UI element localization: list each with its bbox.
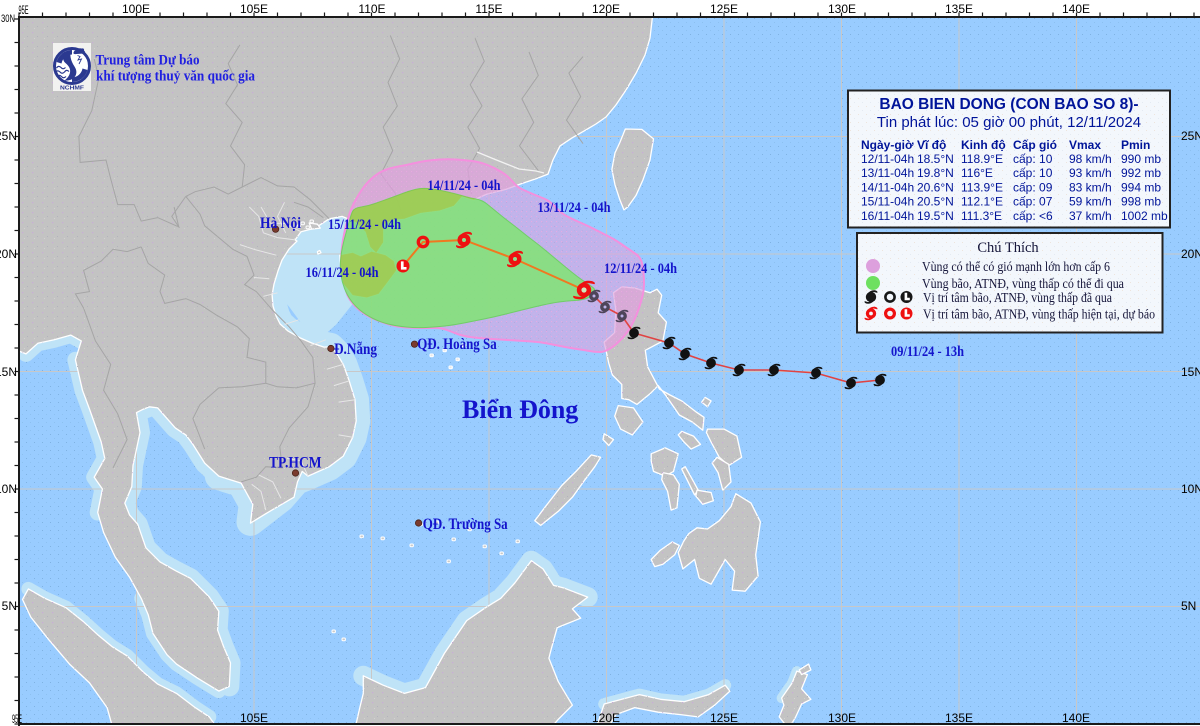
svg-text:140E: 140E bbox=[1062, 711, 1090, 725]
svg-text:20N: 20N bbox=[0, 247, 17, 261]
svg-text:10N: 10N bbox=[1181, 482, 1200, 496]
svg-text:TP.HCM: TP.HCM bbox=[269, 455, 322, 472]
svg-text:Biển Đông: Biển Đông bbox=[462, 395, 578, 424]
svg-text:93 km/h: 93 km/h bbox=[1069, 166, 1112, 180]
svg-text:95E: 95E bbox=[19, 3, 29, 17]
svg-text:130E: 130E bbox=[828, 711, 856, 725]
svg-text:5N: 5N bbox=[1181, 599, 1196, 613]
svg-text:Kinh độ: Kinh độ bbox=[961, 138, 1006, 152]
svg-text:105E: 105E bbox=[240, 2, 268, 16]
svg-text:990 mb: 990 mb bbox=[1121, 152, 1161, 166]
svg-text:30N: 30N bbox=[1, 13, 15, 25]
svg-text:16/11-04h: 16/11-04h bbox=[861, 209, 914, 223]
svg-text:cấp: 10: cấp: 10 bbox=[1013, 166, 1053, 180]
svg-text:Chú Thích: Chú Thích bbox=[977, 240, 1039, 256]
svg-text:992 mb: 992 mb bbox=[1121, 166, 1161, 180]
svg-text:cấp: 10: cấp: 10 bbox=[1013, 152, 1053, 166]
svg-text:Vùng bão, ATNĐ, vùng thấp có t: Vùng bão, ATNĐ, vùng thấp có thể đi qua bbox=[922, 277, 1125, 292]
svg-text:Vĩ độ: Vĩ độ bbox=[917, 138, 946, 152]
svg-text:125E: 125E bbox=[710, 2, 738, 16]
svg-text:125E: 125E bbox=[710, 711, 738, 725]
svg-text:Vùng có thể có gió mạnh lớn hơ: Vùng có thể có gió mạnh lớn hơn cấp 6 bbox=[922, 260, 1110, 275]
svg-text:130E: 130E bbox=[828, 2, 856, 16]
svg-text:19.8°N: 19.8°N bbox=[917, 166, 954, 180]
svg-text:998 mb: 998 mb bbox=[1121, 195, 1161, 209]
svg-text:13/11-04h: 13/11-04h bbox=[861, 166, 914, 180]
svg-text:Tin phát lúc: 05 giờ 00 phút,: Tin phát lúc: 05 giờ 00 phút, 12/11/2024 bbox=[877, 114, 1141, 131]
svg-text:135E: 135E bbox=[945, 2, 973, 16]
svg-text:20N: 20N bbox=[1181, 247, 1200, 261]
svg-text:116°E: 116°E bbox=[961, 166, 993, 180]
svg-text:135E: 135E bbox=[945, 711, 973, 725]
svg-text:105E: 105E bbox=[240, 711, 268, 725]
svg-text:20.5°N: 20.5°N bbox=[917, 195, 954, 209]
svg-text:cấp: <6: cấp: <6 bbox=[1013, 209, 1053, 223]
svg-text:37 km/h: 37 km/h bbox=[1069, 209, 1112, 223]
svg-text:QĐ. Hoàng Sa: QĐ. Hoàng Sa bbox=[417, 336, 497, 353]
svg-text:18.5°N: 18.5°N bbox=[917, 152, 954, 166]
svg-text:NCHMF: NCHMF bbox=[60, 86, 85, 92]
svg-text:cấp: 07: cấp: 07 bbox=[1013, 195, 1053, 209]
svg-text:110E: 110E bbox=[358, 2, 385, 16]
svg-text:Trung tâm Dự báo: Trung tâm Dự báo bbox=[96, 53, 200, 69]
svg-text:Vị trí tâm bão, ATNĐ, vùng thấ: Vị trí tâm bão, ATNĐ, vùng thấp hiện tại… bbox=[923, 307, 1155, 322]
svg-text:16/11/24 - 04h: 16/11/24 - 04h bbox=[306, 265, 380, 281]
svg-text:Vmax: Vmax bbox=[1069, 138, 1101, 152]
svg-text:25N: 25N bbox=[0, 129, 17, 143]
svg-text:14/11-04h: 14/11-04h bbox=[861, 180, 914, 194]
svg-text:cấp: 09: cấp: 09 bbox=[1013, 180, 1053, 194]
svg-text:115E: 115E bbox=[475, 2, 502, 16]
svg-text:14/11/24 - 04h: 14/11/24 - 04h bbox=[428, 178, 502, 194]
svg-text:Vị trí tâm bão, ATNĐ, vùng thấ: Vị trí tâm bão, ATNĐ, vùng thấp đã qua bbox=[923, 290, 1112, 305]
svg-text:15N: 15N bbox=[1181, 365, 1200, 379]
svg-text:83 km/h: 83 km/h bbox=[1069, 180, 1112, 194]
svg-text:09/11/24 - 13h: 09/11/24 - 13h bbox=[891, 344, 965, 360]
svg-text:994 mb: 994 mb bbox=[1121, 180, 1161, 194]
svg-text:Pmin: Pmin bbox=[1121, 138, 1150, 152]
svg-text:15/11/24 - 04h: 15/11/24 - 04h bbox=[328, 217, 402, 233]
svg-text:112.1°E: 112.1°E bbox=[961, 195, 1003, 209]
svg-text:20.6°N: 20.6°N bbox=[917, 180, 954, 194]
svg-text:140E: 140E bbox=[1062, 2, 1090, 16]
svg-text:118.9°E: 118.9°E bbox=[961, 152, 1003, 166]
svg-text:12/11-04h: 12/11-04h bbox=[861, 152, 914, 166]
svg-text:98 km/h: 98 km/h bbox=[1069, 152, 1112, 166]
svg-text:13/11/24 - 04h: 13/11/24 - 04h bbox=[538, 200, 612, 216]
svg-text:Cấp gió: Cấp gió bbox=[1013, 138, 1057, 152]
svg-text:Hà Nội: Hà Nội bbox=[260, 215, 302, 232]
svg-text:120E: 120E bbox=[592, 2, 620, 16]
svg-text:12/11/24 - 04h: 12/11/24 - 04h bbox=[604, 261, 678, 277]
svg-text:25N: 25N bbox=[1181, 129, 1200, 143]
svg-text:95E: 95E bbox=[12, 712, 22, 726]
svg-text:19.5°N: 19.5°N bbox=[917, 209, 954, 223]
svg-text:120E: 120E bbox=[592, 711, 620, 725]
svg-text:15N: 15N bbox=[0, 365, 17, 379]
svg-text:QĐ. Trường Sa: QĐ. Trường Sa bbox=[423, 516, 508, 533]
svg-text:Đ.Nẵng: Đ.Nẵng bbox=[334, 341, 377, 358]
svg-text:5N: 5N bbox=[2, 599, 17, 613]
svg-text:15/11-04h: 15/11-04h bbox=[861, 195, 914, 209]
svg-text:1002 mb: 1002 mb bbox=[1121, 209, 1168, 223]
svg-text:Ngày-giờ: Ngày-giờ bbox=[861, 138, 914, 152]
svg-text:111.3°E: 111.3°E bbox=[961, 209, 1002, 223]
svg-text:10N: 10N bbox=[0, 482, 17, 496]
svg-text:113.9°E: 113.9°E bbox=[961, 180, 1003, 194]
svg-text:BAO BIEN DONG (CON BAO SO 8)-: BAO BIEN DONG (CON BAO SO 8)- bbox=[879, 96, 1138, 113]
svg-text:khí tượng thuỷ văn quốc gia: khí tượng thuỷ văn quốc gia bbox=[96, 69, 255, 85]
svg-text:100E: 100E bbox=[122, 2, 150, 16]
svg-text:59 km/h: 59 km/h bbox=[1069, 195, 1112, 209]
